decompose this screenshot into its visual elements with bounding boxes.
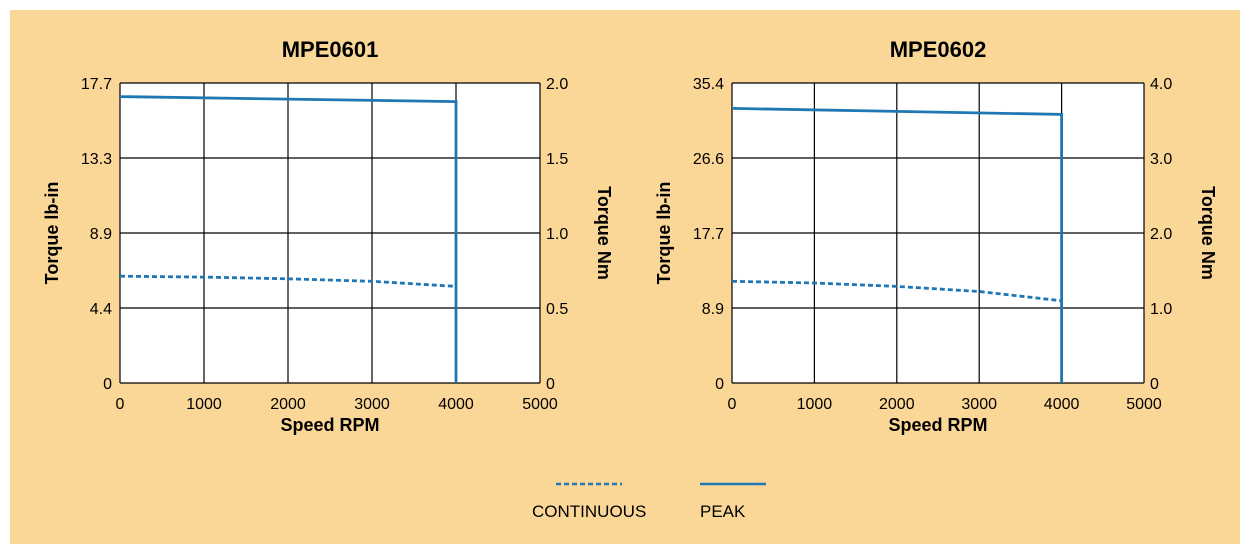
series-continuous-line (119, 274, 457, 288)
y-tick-label-left: 0 (715, 376, 724, 393)
y-tick-label-left: 8.9 (702, 301, 724, 318)
x-tick-label: 4000 (438, 396, 474, 413)
x-tick-label: 2000 (879, 396, 915, 413)
x-tick-label: 1000 (797, 396, 833, 413)
series-peak-line (119, 95, 458, 383)
x-tick-label: 3000 (961, 396, 997, 413)
y-tick-label-right: 1.0 (546, 226, 568, 243)
series-continuous-line (731, 279, 1062, 303)
y-tick-label-right: 0 (1150, 376, 1159, 393)
y-tick-label-right: 2.0 (546, 76, 568, 93)
y-tick-label-left: 13.3 (81, 151, 112, 168)
y-tick-label-right: 4.0 (1150, 76, 1172, 93)
y-tick-label-left: 35.4 (693, 76, 724, 93)
y-tick-label-right: 0.5 (546, 301, 568, 318)
y-tick-label-left: 17.7 (693, 226, 724, 243)
chart-mpe0601: 0 1000 2000 3000 4000 5000 0 4.4 8.9 13.3 17.7 0 0.5… (42, 37, 614, 435)
y-tick-label-right: 0 (546, 376, 555, 393)
chart-panel: 0 1000 2000 3000 4000 5000 0 4.4 8.9 13.3 17.7 0 0.5… (10, 10, 1240, 544)
legend-continuous-label: CONTINUOUS (532, 502, 646, 521)
x-tick-label: 5000 (522, 396, 558, 413)
y-tick-label-left: 8.9 (90, 226, 112, 243)
y-tick-label-left: 0 (103, 376, 112, 393)
x-axis-label: Speed RPM (280, 415, 379, 435)
y-tick-label-left: 17.7 (81, 76, 112, 93)
y-tick-label-left: 26.6 (693, 151, 724, 168)
x-tick-label: 2000 (270, 396, 306, 413)
y-tick-label-right: 3.0 (1150, 151, 1172, 168)
y-axis-label-left: Torque lb-in (42, 182, 62, 285)
x-tick-label: 0 (116, 396, 125, 413)
series-peak-line (731, 107, 1063, 383)
y-axis-label-right: Torque Nm (1198, 186, 1218, 280)
chart-title: MPE0602 (890, 37, 987, 62)
x-tick-label: 5000 (1126, 396, 1162, 413)
charts-svg: 0 1000 2000 3000 4000 5000 0 4.4 8.9 13.3 17.7 0 0.5… (42, 37, 1218, 521)
y-tick-label-right: 1.5 (546, 151, 568, 168)
x-tick-label: 3000 (354, 396, 390, 413)
x-tick-label: 0 (728, 396, 737, 413)
y-axis-label-left: Torque lb-in (654, 182, 674, 285)
legend-peak-label: PEAK (700, 502, 746, 521)
y-tick-label-right: 2.0 (1150, 226, 1172, 243)
y-axis-label-right: Torque Nm (594, 186, 614, 280)
x-tick-label: 1000 (186, 396, 222, 413)
legend: CONTINUOUS PEAK (532, 482, 766, 521)
x-tick-label: 4000 (1044, 396, 1080, 413)
x-axis-label: Speed RPM (888, 415, 987, 435)
y-tick-label-left: 4.4 (90, 301, 112, 318)
chart-title: MPE0601 (282, 37, 379, 62)
y-tick-label-right: 1.0 (1150, 301, 1172, 318)
chart-mpe0602: 0 1000 2000 3000 4000 5000 0 8.9 17.7 26.6 35.4 0 1.… (654, 37, 1218, 435)
